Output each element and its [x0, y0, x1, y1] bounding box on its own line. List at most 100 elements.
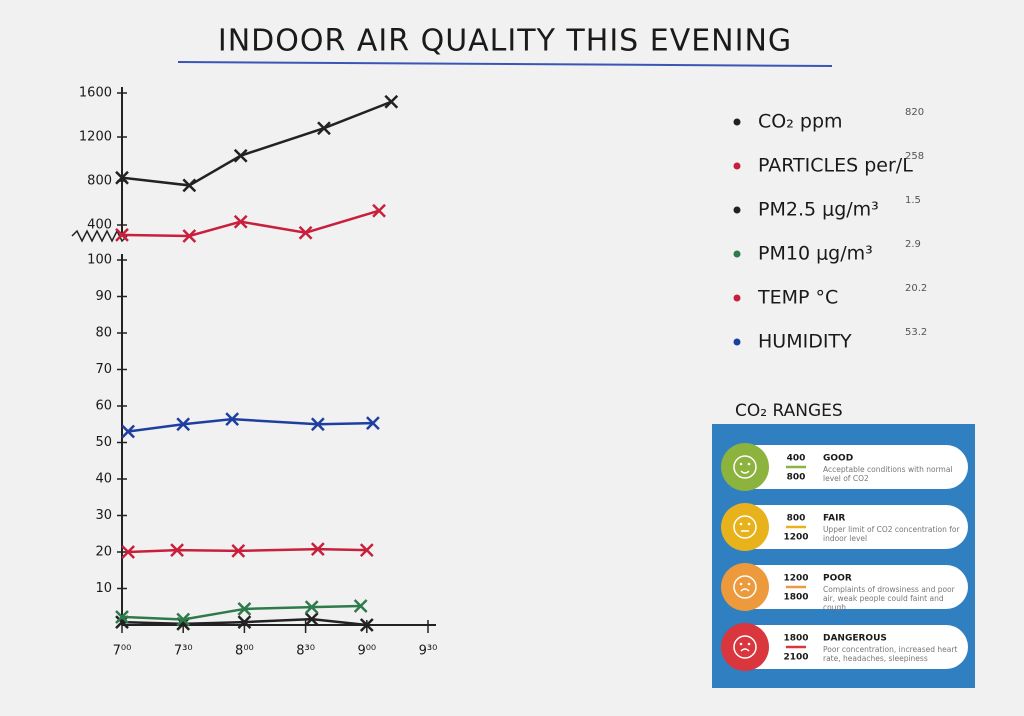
point-marker — [310, 542, 325, 556]
point-marker — [317, 121, 331, 136]
x-tick-label: 9⁰⁰ — [357, 644, 376, 659]
legend-value: 53.2 — [905, 327, 927, 338]
axis-break — [71, 229, 128, 243]
point-marker — [121, 424, 136, 439]
face — [733, 635, 757, 659]
range-text-line: level of CO2 — [823, 474, 869, 483]
range-text: Poor concentration, increased heart rate,… — [823, 645, 957, 663]
y-tick-label: 1200 — [79, 130, 112, 145]
x-tick-label: 9³⁰ — [419, 644, 438, 659]
range-text-line: Poor concentration, increased heart — [823, 645, 957, 654]
range-high: 2100 — [783, 653, 808, 663]
range-row — [730, 565, 968, 609]
point-marker — [353, 599, 368, 613]
x-tick-label: 7³⁰ — [174, 644, 193, 659]
point-marker — [233, 214, 248, 229]
legend-value: 1.5 — [905, 195, 921, 206]
range-high: 800 — [787, 473, 806, 483]
point-marker — [115, 228, 129, 242]
face — [733, 455, 757, 479]
mouth — [740, 470, 750, 474]
legend-marker — [733, 294, 741, 302]
range-text-line: Upper limit of CO2 concentration for — [823, 525, 960, 534]
eye — [747, 462, 751, 466]
legend-value: 20.2 — [905, 283, 927, 294]
y-tick-label: 20 — [95, 545, 112, 560]
point-marker — [359, 543, 374, 558]
point-marker — [384, 94, 399, 109]
eye — [747, 642, 751, 646]
point-marker — [237, 615, 252, 629]
range-text: Upper limit of CO2 concentration for indo… — [823, 525, 960, 543]
range-icon — [721, 623, 769, 671]
range-row — [730, 445, 968, 489]
y-tick-label: 90 — [95, 289, 112, 304]
legend-label: CO₂ ppm — [758, 111, 843, 133]
legend-marker — [733, 162, 741, 170]
point-marker — [182, 178, 197, 193]
legend-marker — [733, 206, 741, 214]
legend-label: PARTICLES per/L — [758, 155, 913, 177]
y-tick-label: 70 — [95, 362, 112, 377]
eye — [747, 582, 751, 586]
range-text: Acceptable conditions with normal level o… — [823, 465, 953, 483]
legend-value: 258 — [905, 151, 924, 162]
range-icon — [721, 503, 769, 551]
range-low: 1800 — [783, 634, 808, 644]
y-tick-label: 40 — [95, 472, 112, 487]
y-tick-label: 60 — [95, 399, 112, 414]
x-tick-label: 7⁰⁰ — [113, 644, 132, 659]
range-level: DANGEROUS — [823, 634, 887, 644]
y-tick-label: 800 — [87, 174, 112, 189]
point-marker — [310, 417, 325, 432]
eye — [739, 462, 743, 466]
legend-marker — [733, 250, 741, 258]
chart-title: INDOOR AIR QUALITY THIS EVENING — [218, 24, 792, 59]
x-tick-label: 8³⁰ — [296, 644, 315, 659]
range-row — [730, 505, 968, 549]
face — [733, 515, 757, 539]
y-tick-label: 1600 — [79, 86, 112, 101]
point-marker — [304, 612, 319, 627]
legend-marker — [733, 338, 741, 346]
eye — [739, 582, 743, 586]
legend-value: 820 — [905, 107, 924, 118]
range-low: 400 — [787, 454, 806, 464]
point-marker — [115, 610, 129, 624]
y-tick-label: 50 — [95, 435, 112, 450]
point-marker — [298, 225, 313, 240]
range-text-line: Acceptable conditions with normal — [823, 465, 953, 474]
point-marker — [225, 412, 240, 427]
range-level: GOOD — [823, 454, 853, 464]
eye — [747, 522, 751, 526]
mouth — [740, 588, 750, 592]
range-text-line: indoor level — [823, 534, 867, 543]
eye — [739, 642, 743, 646]
range-text-line: cough — [823, 603, 846, 612]
point-marker — [176, 612, 191, 627]
point-marker — [121, 545, 136, 559]
y-tick-label: 80 — [95, 326, 112, 341]
range-high: 1800 — [783, 593, 808, 603]
range-row — [730, 625, 968, 669]
y-tick-label: 30 — [95, 508, 112, 523]
range-low: 1200 — [783, 574, 808, 584]
range-text: Complaints of drowsiness and poor air, we… — [823, 585, 956, 612]
legend-label: TEMP °C — [757, 287, 838, 309]
card-title: CO₂ RANGES — [735, 401, 843, 421]
point-marker — [231, 544, 246, 558]
legend-marker — [733, 118, 741, 126]
range-low: 800 — [787, 514, 806, 524]
range-high: 1200 — [783, 533, 808, 543]
point-marker — [237, 602, 252, 616]
point-marker — [170, 543, 184, 558]
legend-label: HUMIDITY — [758, 331, 852, 353]
range-icon — [721, 563, 769, 611]
y-tick-label: 400 — [87, 218, 112, 233]
legend-label: PM2.5 μg/m³ — [758, 199, 879, 221]
point-marker — [182, 229, 197, 243]
point-marker — [304, 600, 319, 614]
point-marker — [115, 170, 129, 185]
eye — [739, 522, 743, 526]
